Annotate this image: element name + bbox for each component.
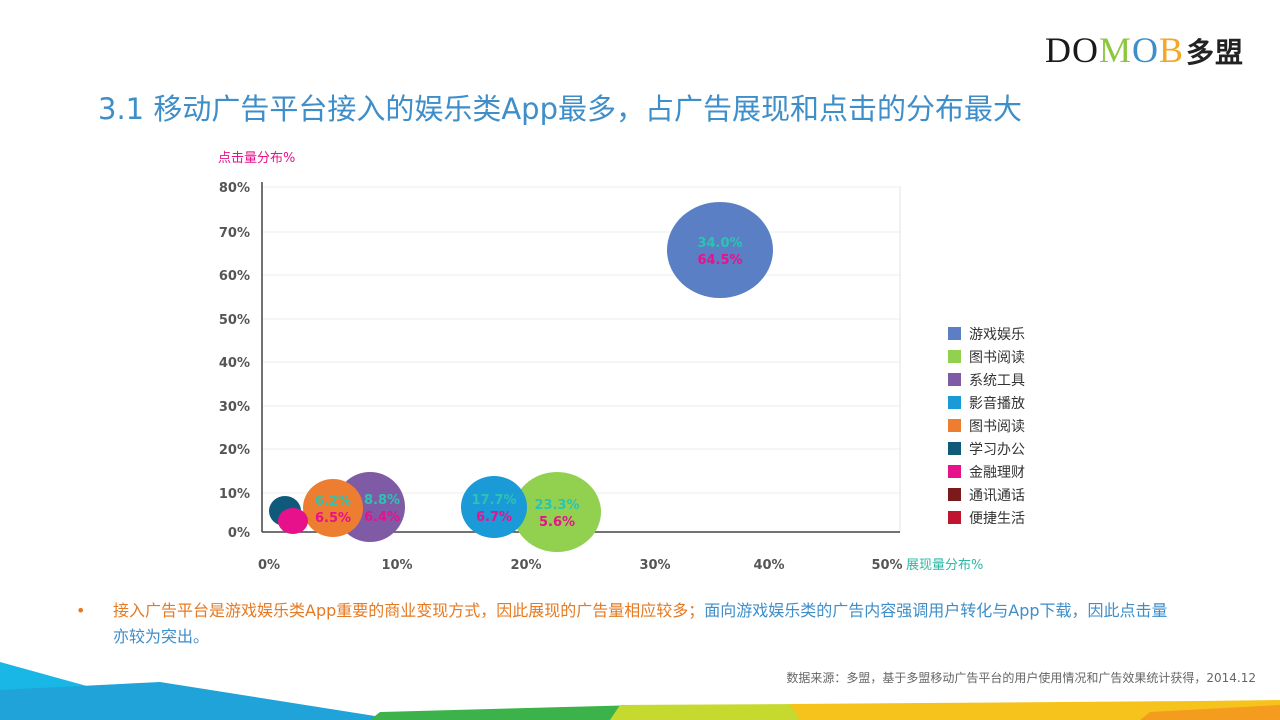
legend-item: 通讯通话 [948, 483, 1025, 506]
chart-legend: 游戏娱乐 图书阅读 系统工具 影音播放 图书阅读 学习办公 金融理财 通讯通话 便捷生活 [948, 322, 1025, 529]
logo-letter: O [1132, 30, 1160, 70]
y-tick-label: 60% [219, 269, 250, 284]
logo-letters: DOMOB [1045, 30, 1184, 70]
footer-stripe-cyan [0, 662, 210, 720]
legend-swatch [948, 396, 961, 409]
legend-swatch [948, 350, 961, 363]
y-tick-label: 20% [219, 443, 250, 458]
legend-label: 金融理财 [969, 464, 1025, 481]
x-tick-label: 30% [639, 558, 670, 573]
footer-stripe-green [370, 705, 640, 720]
y-tick-label: 30% [219, 400, 250, 415]
legend-label: 图书阅读 [969, 418, 1025, 435]
logo-chinese: 多盟 [1186, 36, 1245, 69]
legend-label: 游戏娱乐 [969, 326, 1025, 343]
x-tick-label: 10% [381, 558, 412, 573]
legend-label: 便捷生活 [969, 510, 1025, 527]
legend-item: 影音播放 [948, 391, 1025, 414]
bullet-text-part1: 接入广告平台是游戏娱乐类App重要的商业变现方式，因此展现的广告量相应较多； [113, 601, 705, 620]
footer-stripe-lime [610, 704, 810, 720]
bubble [278, 508, 308, 534]
footer-stripe-blue [0, 682, 400, 720]
bubble-label-bottom: 64.5% [697, 253, 742, 268]
y-tick-label: 0% [228, 526, 250, 541]
x-tick-label: 0% [258, 558, 280, 573]
bubble [667, 202, 773, 298]
bubble-label-top: 23.3% [534, 498, 579, 513]
logo-letter: O [1072, 30, 1099, 70]
domob-logo: DOMOB多盟 [1045, 30, 1244, 73]
legend-swatch [948, 465, 961, 478]
legend-swatch [948, 327, 961, 340]
logo-letter: B [1159, 30, 1185, 70]
y-tick-label: 40% [219, 356, 250, 371]
legend-item: 金融理财 [948, 460, 1025, 483]
legend-item: 图书阅读 [948, 414, 1025, 437]
bullet-point: • 接入广告平台是游戏娱乐类App重要的商业变现方式，因此展现的广告量相应较多；… [76, 598, 1176, 650]
bubble-label-bottom: 6.7% [476, 510, 512, 525]
logo-letter: D [1045, 30, 1072, 70]
y-axis-title: 点击量分布% [218, 151, 295, 166]
bubble-label-bottom: 6.5% [315, 511, 351, 526]
y-tick-label: 50% [219, 313, 250, 328]
bubble [461, 476, 527, 538]
bubble-label-bottom: 6.4% [364, 510, 400, 525]
legend-item: 学习办公 [948, 437, 1025, 460]
legend-label: 通讯通话 [969, 487, 1025, 504]
legend-swatch [948, 511, 961, 524]
logo-letter: M [1099, 30, 1133, 70]
legend-label: 系统工具 [969, 372, 1025, 389]
bubble [303, 479, 363, 537]
legend-item: 游戏娱乐 [948, 322, 1025, 345]
footer-stripe-yellow [790, 700, 1280, 720]
legend-item: 系统工具 [948, 368, 1025, 391]
legend-swatch [948, 488, 961, 501]
bubble-label-top: 6.2% [315, 494, 351, 509]
y-tick-label: 10% [219, 487, 250, 502]
legend-label: 图书阅读 [969, 349, 1025, 366]
legend-label: 学习办公 [969, 441, 1025, 458]
bullet-text: 接入广告平台是游戏娱乐类App重要的商业变现方式，因此展现的广告量相应较多；面向… [113, 598, 1176, 650]
x-tick-label: 20% [510, 558, 541, 573]
data-source-note: 数据来源：多盟，基于多盟移动广告平台的用户使用情况和广告效果统计获得，2014.… [786, 671, 1256, 685]
x-tick-label: 50% [871, 558, 902, 573]
bubble-label-bottom: 5.6% [539, 515, 575, 530]
bubble-label-top: 34.0% [697, 236, 742, 251]
bubble [513, 472, 601, 552]
page-title: 3.1 移动广告平台接入的娱乐类App最多，占广告展现和点击的分布最大 [98, 92, 1022, 126]
legend-swatch [948, 373, 961, 386]
bubble-label-top: 17.7% [471, 493, 516, 508]
legend-swatch [948, 419, 961, 432]
x-axis-title: 展现量分布% [906, 558, 983, 573]
bullet-dot: • [76, 601, 86, 620]
bullet-text-part2: 面向游戏娱乐类的广告内容强调用户转化与App下载，因此点击量亦较为突出。 [113, 601, 1168, 646]
legend-item: 图书阅读 [948, 345, 1025, 368]
legend-label: 影音播放 [969, 395, 1025, 412]
legend-item: 便捷生活 [948, 506, 1025, 529]
legend-swatch [948, 442, 961, 455]
bubble-chart: 0% 10% 20% 30% 40% 50% 60% 70% 80% 0% 10% 20% 30% 40%… [218, 151, 983, 573]
y-tick-label: 70% [219, 226, 250, 241]
x-tick-label: 40% [753, 558, 784, 573]
y-tick-label: 80% [219, 181, 250, 196]
footer-stripe-orange [1140, 705, 1280, 720]
bubble-label-top: 8.8% [364, 493, 400, 508]
